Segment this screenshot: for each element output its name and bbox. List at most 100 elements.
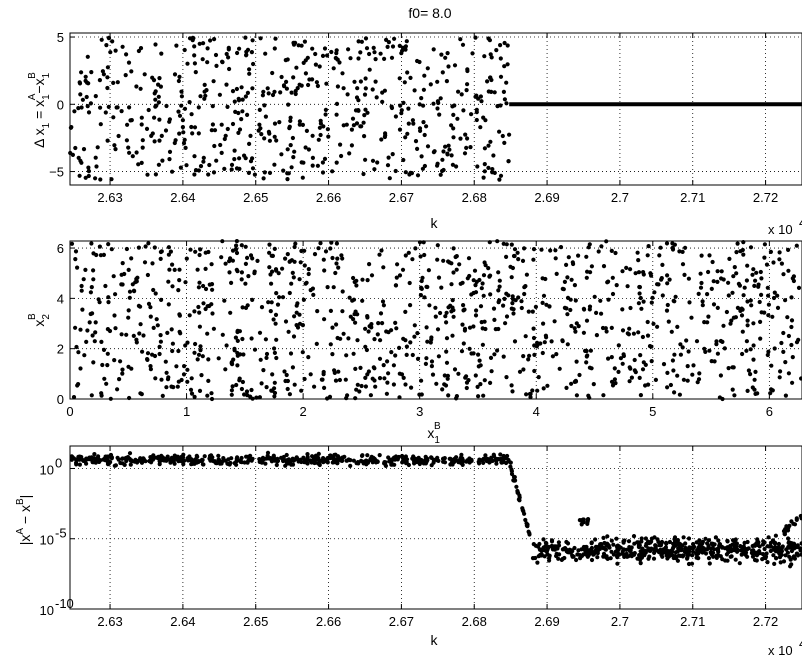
data-point [616, 544, 621, 550]
data-point [535, 388, 540, 393]
data-point [334, 241, 339, 246]
data-point [473, 313, 479, 318]
data-point [357, 389, 362, 394]
data-point [355, 312, 360, 317]
data-point [512, 253, 517, 259]
data-point [451, 112, 456, 117]
data-point [182, 106, 188, 111]
data-point [348, 463, 353, 468]
data-point [651, 556, 657, 561]
data-point [589, 541, 594, 546]
data-point [489, 455, 494, 460]
data-point [519, 305, 524, 311]
data-point [335, 256, 340, 261]
data-point [240, 97, 245, 102]
data-point [113, 326, 118, 331]
data-point [377, 252, 382, 257]
data-point [691, 363, 696, 368]
data-point [627, 545, 632, 550]
data-point [212, 143, 217, 149]
data-point [438, 310, 443, 316]
data-point [361, 120, 366, 125]
data-point [328, 246, 333, 251]
data-point [249, 387, 254, 393]
data-point [480, 326, 485, 331]
data-point [381, 363, 386, 368]
data-point [456, 89, 461, 94]
data-point [187, 100, 192, 105]
data-point [283, 256, 288, 261]
data-point [164, 103, 169, 109]
data-point [557, 366, 562, 371]
data-point [730, 538, 736, 543]
data-point [417, 126, 423, 131]
data-point [757, 544, 762, 549]
data-point [350, 298, 355, 303]
data-point [660, 262, 665, 267]
data-point [531, 326, 536, 331]
data-point [646, 244, 651, 249]
data-point [512, 247, 518, 252]
data-point [601, 264, 607, 269]
data-point [91, 277, 96, 282]
data-point [792, 522, 798, 527]
data-point [115, 387, 120, 392]
data-point [441, 149, 446, 154]
data-point [715, 305, 720, 310]
data-point [113, 463, 118, 468]
data-point [531, 247, 537, 252]
data-point [338, 142, 343, 147]
data-point [687, 300, 692, 305]
data-point [167, 157, 172, 162]
data-point [785, 550, 791, 555]
data-point [341, 123, 346, 128]
data-point [451, 126, 456, 131]
data-point [712, 542, 717, 547]
data-point [383, 133, 388, 138]
data-point [185, 379, 190, 384]
data-point [126, 315, 131, 320]
data-point [360, 453, 365, 458]
data-point [466, 256, 472, 261]
data-point [616, 343, 621, 348]
data-point [285, 252, 290, 257]
data-point [324, 457, 329, 462]
data-point [354, 121, 360, 126]
data-point [75, 265, 80, 270]
data-point [158, 333, 163, 338]
data-point [565, 312, 570, 317]
data-point [573, 329, 578, 334]
x-tick-label: 2.67 [389, 190, 414, 205]
data-point [425, 284, 430, 290]
data-point [706, 269, 711, 275]
data-point [771, 260, 776, 265]
data-point [466, 378, 471, 383]
data-point [711, 279, 716, 284]
data-point [208, 38, 213, 43]
data-point [86, 169, 91, 174]
data-point [483, 453, 488, 458]
data-point [620, 307, 625, 312]
data-point [475, 164, 480, 169]
data-point [569, 323, 574, 329]
data-point [354, 283, 359, 288]
data-point [223, 367, 228, 372]
data-point [684, 338, 689, 343]
data-point [577, 372, 582, 378]
data-point [176, 288, 181, 293]
data-point [351, 458, 356, 463]
data-point [628, 552, 634, 557]
data-point [480, 281, 485, 286]
data-point [429, 364, 434, 369]
data-point [584, 318, 590, 323]
data-point [722, 546, 728, 551]
data-point [391, 382, 396, 387]
data-point [356, 39, 361, 44]
data-point [735, 241, 740, 246]
data-point [337, 60, 342, 65]
data-point [109, 177, 114, 182]
data-point [127, 289, 133, 294]
data-point [724, 309, 730, 315]
